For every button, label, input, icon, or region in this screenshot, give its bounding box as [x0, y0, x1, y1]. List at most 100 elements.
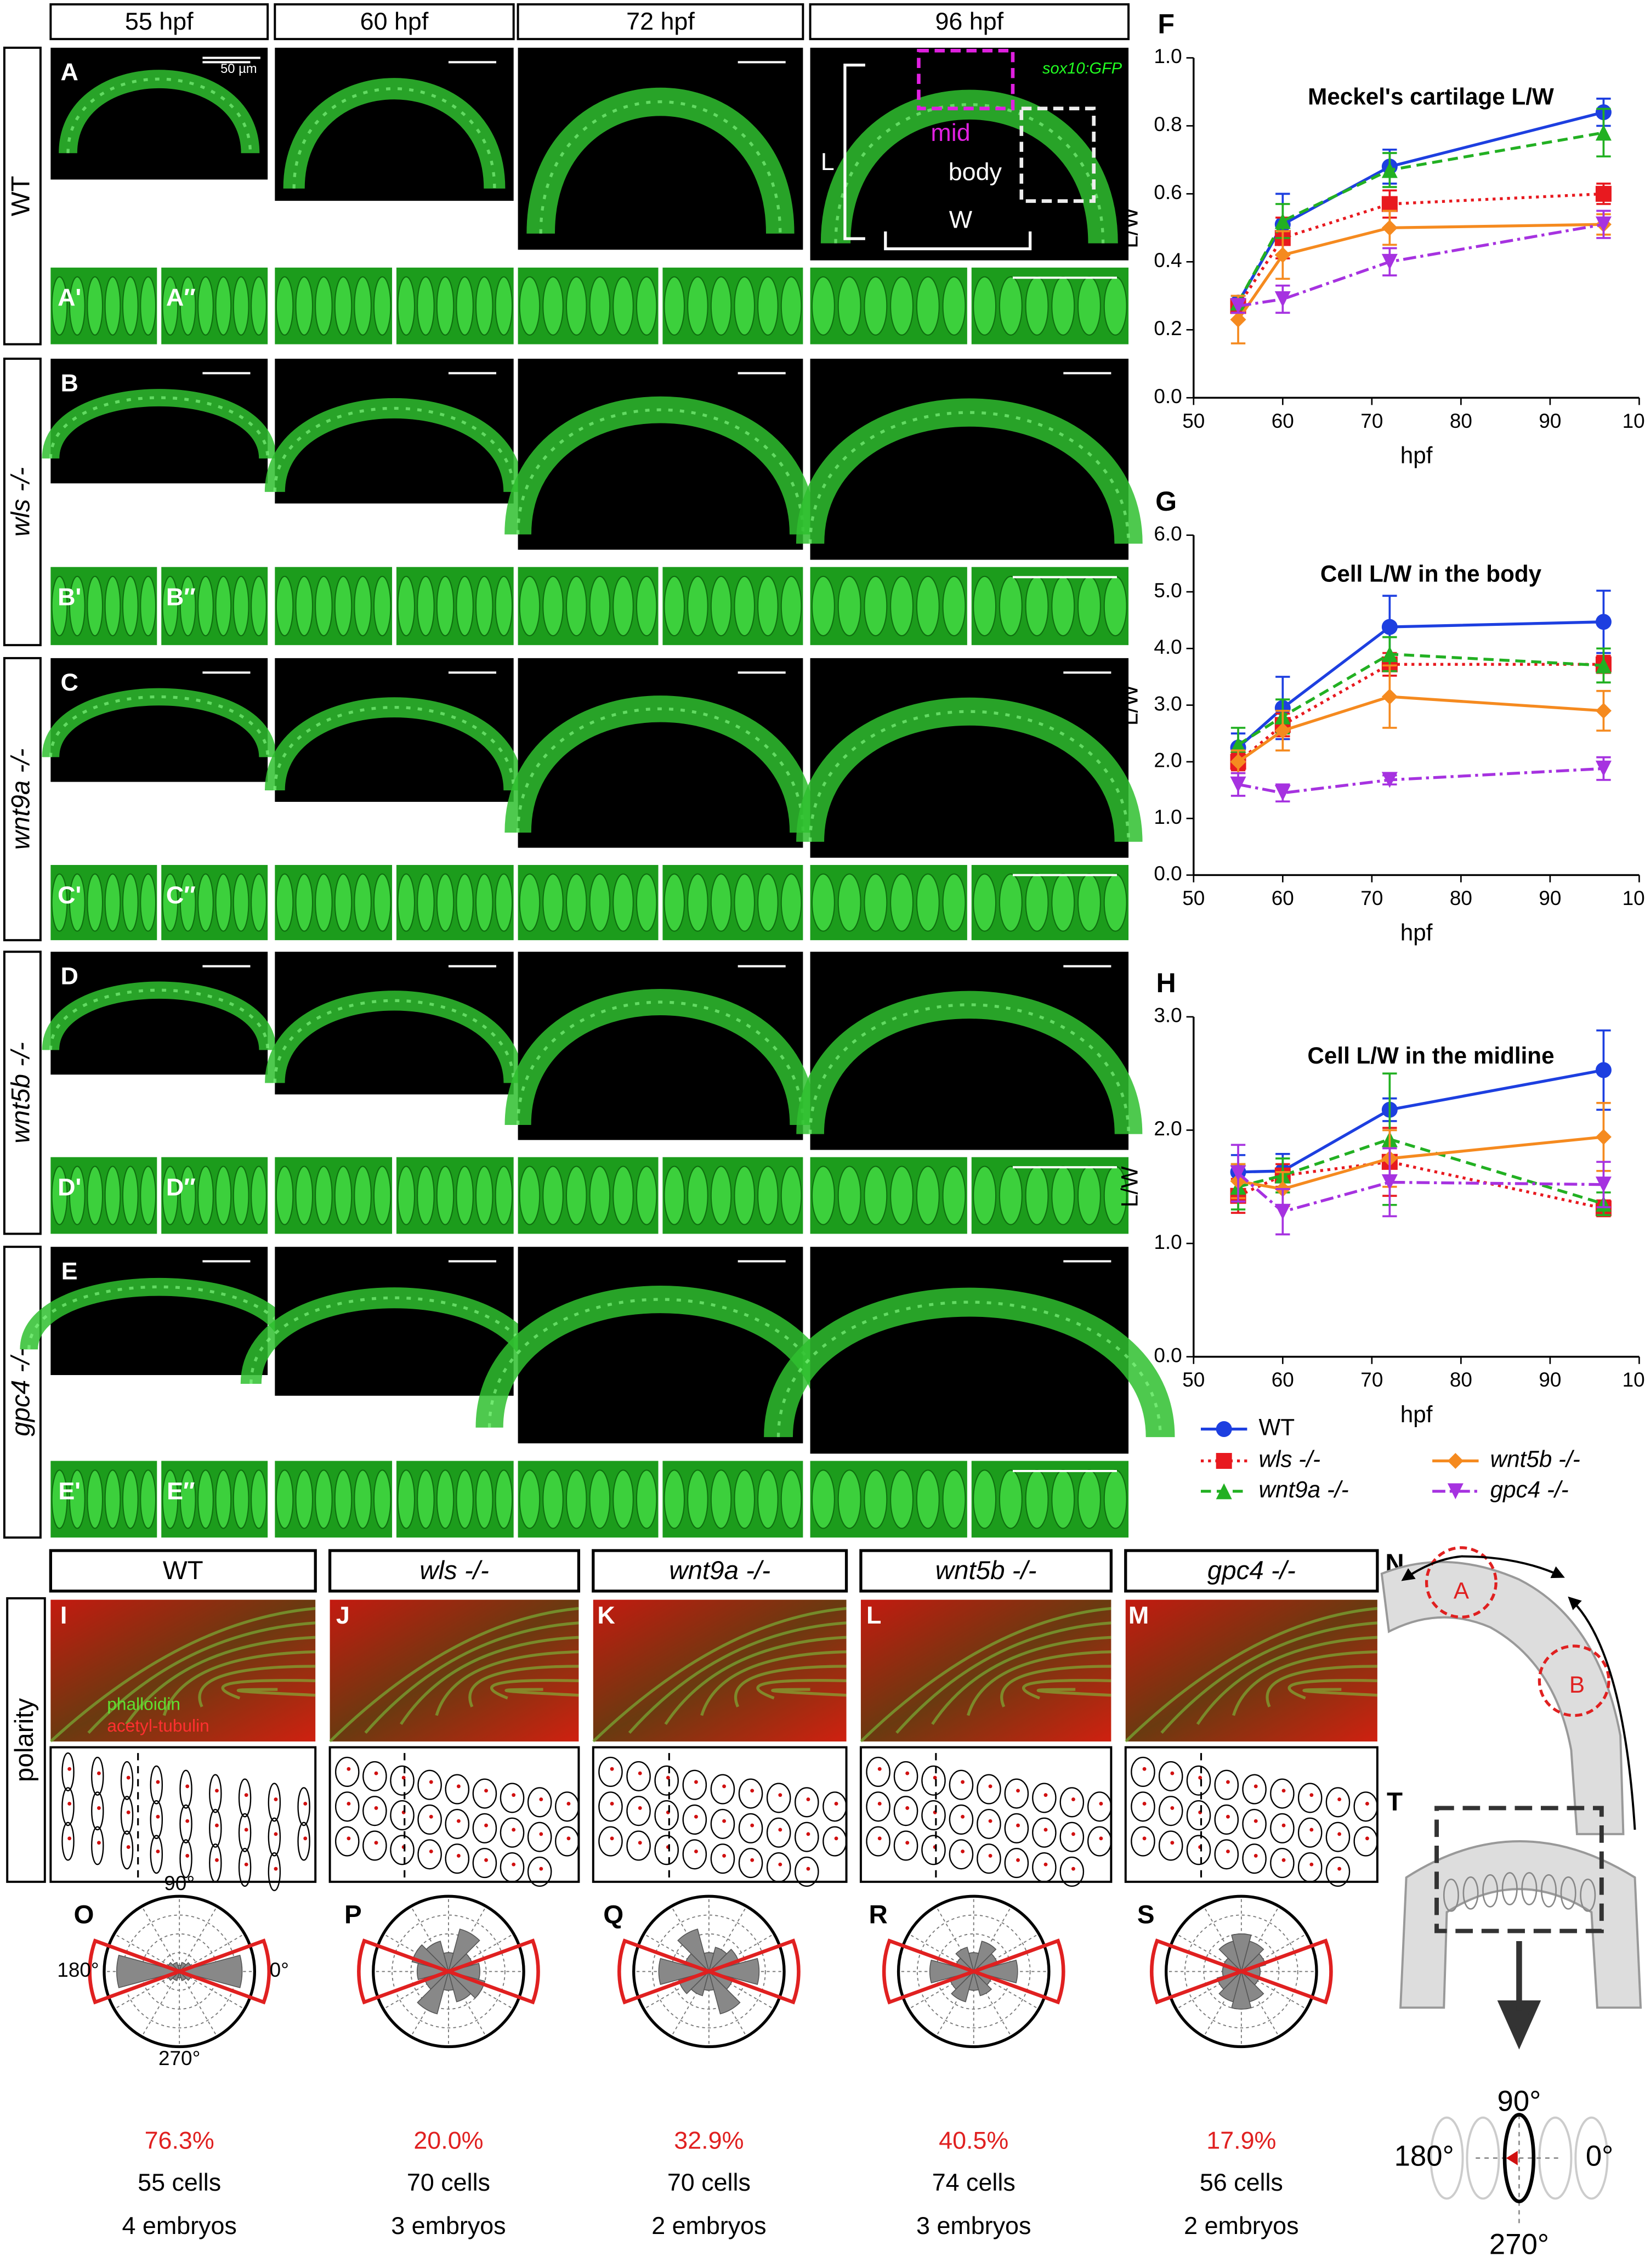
cell — [179, 873, 196, 932]
cell-outline — [1004, 1848, 1029, 1879]
cell — [295, 575, 314, 637]
centrosome — [1281, 1789, 1286, 1793]
series-line — [1237, 652, 1604, 746]
centrosome — [1506, 2151, 1518, 2165]
panel-letter: E' — [58, 1477, 81, 1505]
actin-fiber — [162, 1650, 316, 1716]
cell-outline — [1214, 1839, 1239, 1870]
percent: 32.9% — [674, 2126, 744, 2154]
centrosome — [1099, 1836, 1103, 1841]
cell — [1051, 276, 1075, 336]
centrosome — [750, 1858, 755, 1862]
cell-outline — [362, 1830, 387, 1861]
cell — [734, 1469, 756, 1529]
panel-letter: D″ — [166, 1173, 196, 1201]
centrosome — [1071, 1832, 1075, 1836]
cell — [417, 1469, 435, 1529]
closeup — [810, 567, 967, 646]
centrosome — [1099, 1802, 1103, 1806]
column-header: gpc4 -/- — [1207, 1556, 1296, 1585]
data-point — [1595, 614, 1612, 630]
y-tick-label: 0.0 — [1154, 862, 1182, 885]
centrosome — [638, 1841, 642, 1845]
cell-outline — [626, 1761, 651, 1791]
alignment-sector — [882, 1938, 979, 2005]
cell-outline — [921, 1835, 946, 1865]
cartilage — [42, 688, 276, 758]
cell — [942, 575, 966, 637]
cell — [519, 1469, 541, 1529]
cell-outline — [1270, 1813, 1295, 1843]
cell — [973, 276, 997, 336]
angle-label: 90° — [164, 1872, 195, 1894]
cell — [1025, 276, 1049, 336]
rose-bin — [973, 1970, 992, 1996]
cell — [232, 873, 249, 932]
cartilage-highlight — [834, 103, 1105, 244]
cell-count: 70 cells — [667, 2168, 751, 2196]
cell-outline — [710, 1808, 735, 1839]
cell-outline — [362, 1796, 387, 1826]
panel-letter: R — [869, 1901, 887, 1930]
mid-box — [917, 49, 1015, 111]
centrosome — [244, 1862, 248, 1867]
cell — [811, 1469, 835, 1529]
centrosome — [1226, 1780, 1230, 1784]
centrosome — [610, 1836, 614, 1841]
cell — [456, 1469, 474, 1529]
centrosome — [67, 1836, 72, 1841]
chart-title: Cell L/W in the midline — [1307, 1043, 1554, 1068]
embryo-count: 3 embryos — [391, 2212, 506, 2239]
rose-ring — [392, 1914, 506, 2029]
panel-letter: A — [60, 58, 78, 86]
cell — [215, 575, 232, 637]
cell — [436, 276, 455, 336]
cell-outline — [710, 1774, 735, 1805]
closeup — [662, 267, 803, 344]
actin-fiber — [400, 1636, 579, 1725]
data-point — [1274, 291, 1291, 307]
data-point — [1381, 219, 1398, 236]
row-label-box — [3, 47, 42, 346]
series-line — [1236, 223, 1604, 321]
centrosome — [750, 1789, 755, 1793]
cell — [1051, 873, 1075, 932]
panel-letter: M — [1128, 1601, 1149, 1629]
centrosome — [1253, 1853, 1258, 1858]
micrograph — [518, 1247, 803, 1444]
centrosome — [905, 1771, 910, 1775]
cell — [215, 873, 232, 932]
cell-outline — [1214, 1804, 1239, 1835]
y-tick-label: 1.0 — [1154, 45, 1182, 67]
cell-outline — [1353, 1826, 1379, 1857]
panel-letter: D' — [58, 1173, 81, 1201]
centrosome — [1253, 1784, 1258, 1789]
angle-label: 90° — [1497, 2085, 1541, 2117]
actin-fiber — [198, 1665, 316, 1707]
cell-outline — [1270, 1778, 1295, 1809]
y-axis-label: L/W — [1116, 207, 1142, 248]
closeup — [662, 1461, 803, 1538]
cell — [197, 575, 214, 637]
centrosome — [244, 1828, 248, 1832]
cell — [295, 1166, 314, 1225]
cell — [1077, 575, 1101, 637]
cell — [687, 873, 708, 932]
data-point — [1216, 1421, 1232, 1437]
cartilage-highlight — [292, 87, 496, 189]
cell — [397, 575, 416, 637]
zoom-box — [1434, 1806, 1604, 1933]
centrosome — [722, 1853, 727, 1858]
centrosome — [97, 1841, 101, 1845]
cell — [140, 1469, 157, 1529]
cell — [162, 575, 179, 637]
cell — [811, 1166, 835, 1225]
cell — [837, 276, 861, 336]
cell — [87, 575, 104, 637]
cell-outline — [1325, 1822, 1351, 1852]
cell-outline — [238, 1813, 252, 1852]
cell — [495, 1166, 513, 1225]
cell-count: 56 cells — [1200, 2168, 1283, 2196]
closeup — [971, 267, 1129, 344]
cell — [69, 1469, 86, 1529]
